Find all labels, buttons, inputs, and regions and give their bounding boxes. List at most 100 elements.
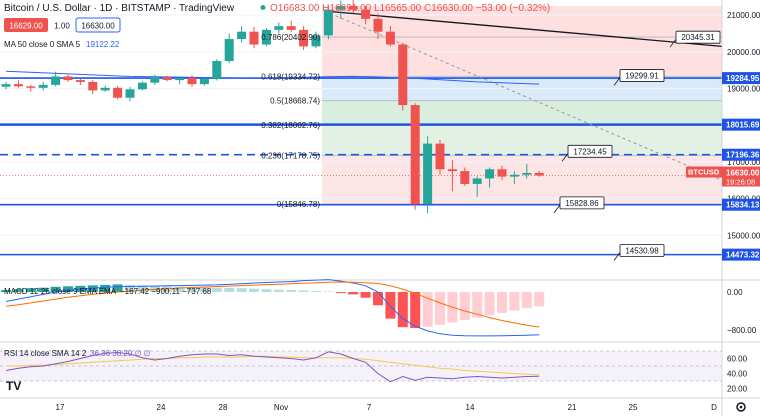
price-tick-label: 21000.00 [727, 11, 760, 20]
candle-body [38, 84, 48, 88]
gear-icon[interactable] [736, 402, 746, 412]
macd-histogram-bar [25, 288, 36, 292]
macd-histogram-bar [335, 292, 346, 293]
macd-histogram-bar [236, 288, 247, 292]
macd-histogram-bar [373, 292, 383, 306]
date-tick-label: 24 [157, 403, 166, 412]
date-tick-label: 21 [568, 403, 577, 412]
date-tick-label: 7 [367, 403, 372, 412]
candle-body [385, 31, 395, 45]
candle-body [485, 169, 495, 179]
level-price-label: 15834.13 [726, 201, 760, 210]
ma-legend: MA 50 close 0 SMA 5 [4, 40, 81, 49]
tradingview-logo-icon: TV [6, 379, 21, 393]
price-tick-label: 19000.00 [727, 85, 760, 94]
rsi-pane: 60.00 40.00 20.00 [0, 350, 748, 394]
callout-pointer [561, 153, 569, 162]
candle-body [137, 82, 147, 90]
rsi-legend: RSI 14 close SMA 14 2 [4, 349, 87, 358]
price-tick-label: 15000.00 [727, 231, 760, 240]
spread-value: 1.00 [54, 22, 70, 31]
symbol-label: BTCUSD [688, 168, 720, 177]
level-price-tag [722, 248, 760, 261]
callout-box [559, 196, 605, 210]
candle-body [88, 81, 98, 91]
market-status-dot [260, 5, 266, 10]
price-tick-label: 17000.00 [727, 158, 760, 167]
candle-body [348, 6, 358, 10]
candle-body [323, 9, 333, 36]
price-tick-label: 20000.00 [727, 48, 760, 57]
candle-body [460, 171, 470, 184]
macd-tick-label: −800.00 [727, 326, 757, 335]
rsi-sma-line [6, 355, 540, 376]
macd-histogram-bar [472, 292, 483, 318]
candle-body [26, 86, 36, 88]
macd-histogram-bar [50, 286, 61, 292]
candle-body [509, 174, 519, 177]
rsi-legend-values: 36.36 38.20 ∅ ∅ [90, 349, 151, 358]
rsi-line [5, 351, 540, 383]
fib-label: 0.382(18002.76) [261, 121, 320, 130]
callout-pointer [613, 77, 621, 86]
trend-line [329, 10, 723, 48]
macd-histogram-bar [484, 292, 495, 316]
macd-histogram-bar [249, 288, 259, 292]
candle-body [522, 172, 532, 175]
ask-price: 16630.00 [81, 22, 115, 31]
level-price-label: 18015.69 [726, 121, 760, 130]
macd-histogram-bar [199, 287, 210, 292]
level-price-label: 17196.36 [726, 151, 760, 160]
macd-histogram-bar [187, 287, 197, 292]
candle-body [187, 77, 197, 85]
macd-line [5, 279, 540, 337]
callout-pointer [553, 204, 561, 214]
ask-box[interactable] [75, 17, 121, 33]
fib-label: 0.236(17178.75) [261, 151, 320, 160]
macd-histogram-bar [509, 292, 520, 311]
candle-body [63, 76, 73, 81]
trend-lines [329, 10, 723, 181]
macd-pane: 0.00 −800.00 [1, 279, 757, 337]
candle-body [398, 44, 408, 106]
level-price-tag [722, 118, 760, 131]
macd-histogram-bar [534, 292, 545, 307]
candle-body [199, 79, 209, 85]
date-tick-label: Nov [274, 403, 288, 412]
callout-box [567, 144, 613, 158]
fibonacci-labels: 0.786(20402.90) 0.618(19334.72) 0.5(18668.… [261, 33, 320, 209]
date-tick-label: D [711, 403, 717, 412]
bid-box[interactable] [4, 18, 48, 32]
last-price-label: 16630.00 [726, 169, 760, 178]
candle-body [150, 77, 160, 83]
ma50-path [5, 70, 540, 85]
candle-body [447, 169, 457, 172]
candles [1, 0, 544, 214]
date-tick-label: 28 [219, 403, 228, 412]
level-price-label: 19284.95 [726, 74, 760, 83]
fib-zone [322, 100, 722, 126]
date-axis: 17 24 28 Nov 7 14 21 25 D [56, 403, 718, 412]
macd-histogram-bar [385, 292, 396, 319]
macd-histogram-bar [224, 287, 235, 292]
header-legend: Bitcoin / U.S. Dollar · 1D · BITSTAMP · … [4, 3, 550, 358]
macd-histogram-bar [521, 292, 532, 309]
macd-histogram-bar [137, 285, 148, 292]
rsi-tick-label: 60.00 [727, 355, 748, 364]
candle-body [175, 77, 185, 81]
callout-pointer [613, 252, 621, 261]
candle-body [113, 87, 123, 98]
fib-label: 0.618(19334.72) [261, 72, 320, 81]
svg-text:TV: TV [6, 379, 21, 393]
macd-histogram-bar [38, 287, 49, 292]
macd-histogram-bar [273, 289, 284, 292]
candle-body [100, 87, 110, 91]
price-axis: 21000.0020000.0019000.0017000.0016000.00… [686, 11, 760, 261]
candle-body [261, 29, 271, 45]
candle-body [423, 143, 433, 205]
macd-histogram-bar [211, 287, 222, 292]
callout-label: 17234.45 [573, 147, 607, 156]
macd-histogram-bar [459, 292, 470, 321]
macd-histogram-bar [13, 289, 24, 292]
